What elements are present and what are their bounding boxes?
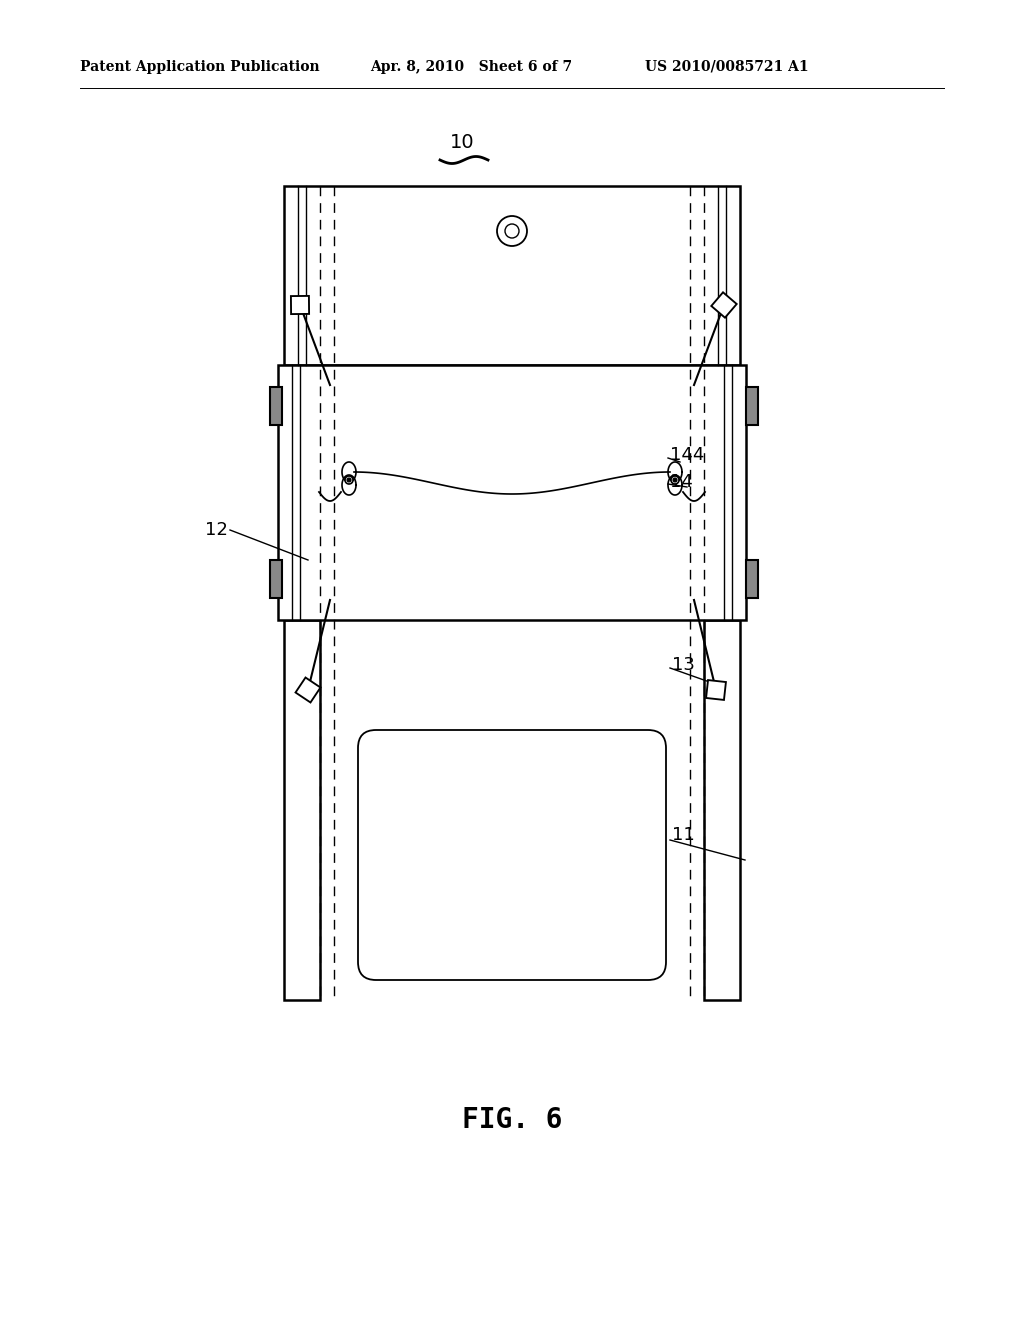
- Bar: [296, 677, 321, 702]
- Bar: [746, 387, 758, 425]
- Circle shape: [671, 477, 679, 484]
- Text: 144: 144: [670, 446, 705, 465]
- Circle shape: [497, 216, 527, 246]
- Text: 12: 12: [205, 521, 228, 539]
- FancyBboxPatch shape: [358, 730, 666, 979]
- Bar: [712, 292, 736, 318]
- Text: FIG. 6: FIG. 6: [462, 1106, 562, 1134]
- Text: 13: 13: [672, 656, 695, 675]
- Bar: [284, 186, 740, 366]
- Bar: [707, 680, 726, 700]
- Circle shape: [345, 477, 353, 484]
- Bar: [270, 387, 282, 425]
- Circle shape: [347, 478, 351, 482]
- Text: 10: 10: [450, 133, 474, 153]
- Bar: [270, 560, 282, 598]
- Text: 14: 14: [670, 473, 693, 491]
- Text: 11: 11: [672, 826, 694, 843]
- Circle shape: [673, 478, 677, 482]
- Bar: [746, 560, 758, 598]
- Bar: [278, 366, 746, 620]
- Circle shape: [505, 224, 519, 238]
- Text: US 2010/0085721 A1: US 2010/0085721 A1: [645, 59, 809, 74]
- Bar: [291, 296, 309, 314]
- Bar: [284, 620, 319, 1001]
- Bar: [705, 620, 740, 1001]
- Text: Patent Application Publication: Patent Application Publication: [80, 59, 319, 74]
- Text: Apr. 8, 2010   Sheet 6 of 7: Apr. 8, 2010 Sheet 6 of 7: [370, 59, 572, 74]
